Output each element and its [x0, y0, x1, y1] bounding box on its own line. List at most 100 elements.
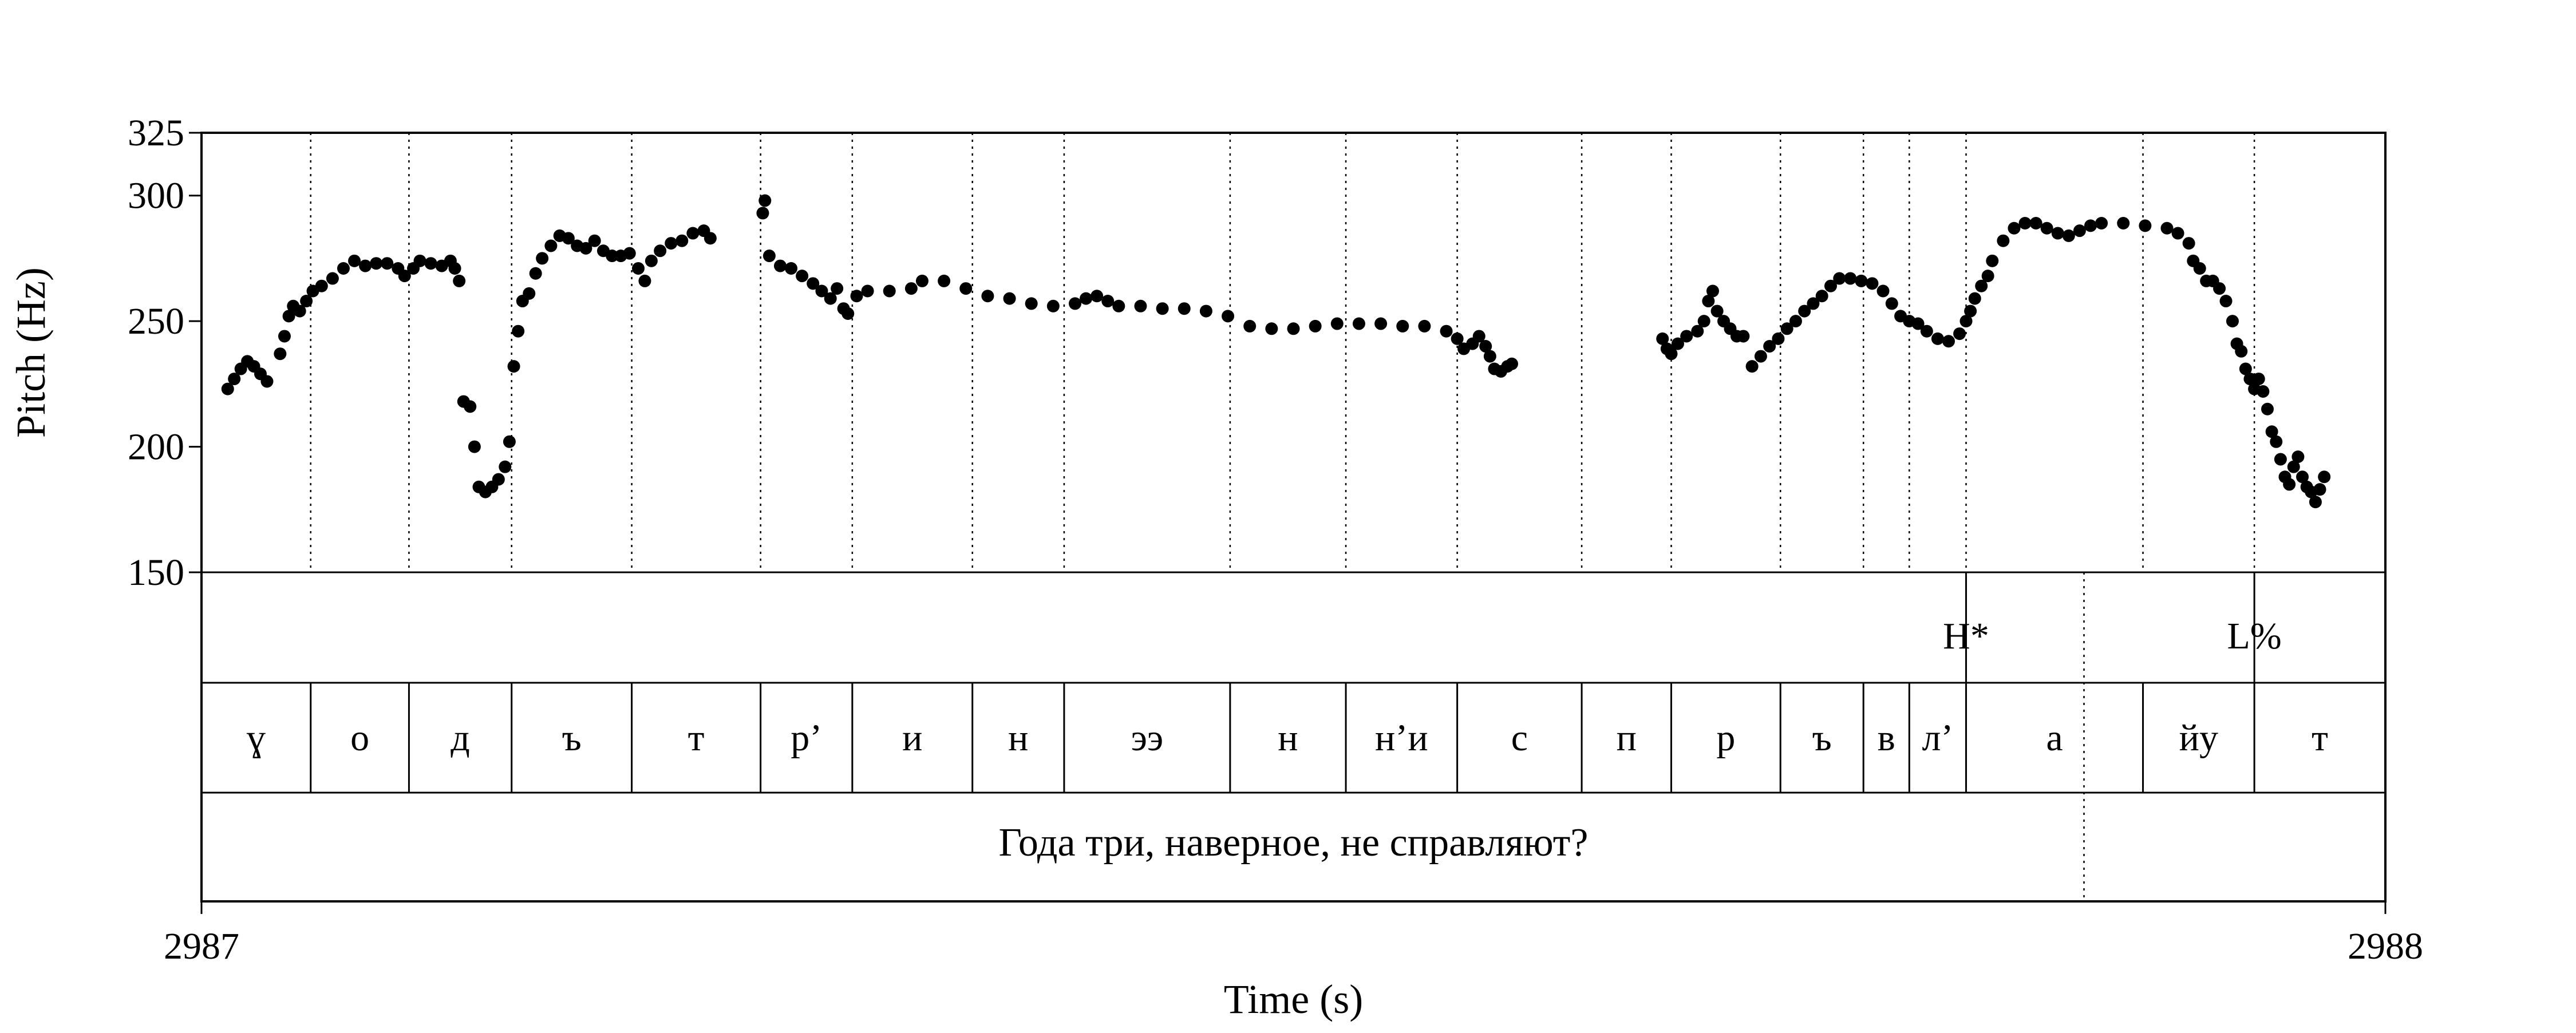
y-tick-label: 300: [128, 175, 184, 217]
pitch-point: [606, 250, 619, 263]
pitch-point: [1243, 319, 1257, 333]
pitch-point: [381, 257, 394, 270]
pitch-point: [2219, 295, 2233, 308]
pitch-point: [1025, 297, 1038, 310]
pitch-point: [2160, 221, 2174, 235]
pitch-point: [2265, 425, 2278, 438]
pitch-point: [1680, 330, 1693, 343]
pitch-point: [785, 262, 798, 275]
pitch-point: [278, 330, 291, 343]
pitch-point: [1997, 234, 2010, 247]
pitch-point: [1440, 324, 1453, 338]
pitch-point: [1737, 330, 1750, 343]
segment-label: п: [1617, 717, 1637, 759]
pitch-point: [1975, 279, 1988, 292]
pitch-point: [861, 284, 874, 298]
pitch-point: [1855, 274, 1868, 287]
pitch-point: [1911, 317, 1925, 330]
pitch-point: [1844, 272, 1857, 285]
pitch-point: [544, 239, 558, 252]
pitch-point: [1931, 332, 1944, 345]
pitch-point: [2287, 460, 2300, 473]
pitch-point: [2084, 219, 2097, 232]
pitch-point: [1656, 332, 1669, 345]
pitch-point: [638, 274, 651, 287]
pitch-point: [1763, 340, 1776, 353]
pitch-point: [293, 304, 306, 318]
pitch-point: [1702, 295, 1715, 308]
sentence-label: Года три, наверное, не справляют?: [999, 821, 1589, 865]
pitch-point: [1134, 299, 1147, 312]
pitch-point: [1352, 317, 1365, 330]
pitch-point: [981, 290, 994, 303]
pitch-point: [1046, 299, 1060, 312]
pitch-point: [1745, 360, 1759, 373]
pitch-point: [1691, 324, 1704, 338]
segment-label: ъ: [1812, 717, 1832, 759]
pitch-point: [1885, 297, 1898, 310]
pitch-point: [529, 267, 542, 280]
pitch-point: [756, 207, 769, 220]
pitch-point: [1706, 284, 1719, 298]
pitch-point: [1876, 284, 1890, 298]
pitch-point: [1920, 324, 1933, 338]
pitch-point: [2309, 496, 2322, 509]
pitch-point: [1091, 290, 1104, 303]
annotation-tiers: H* L% ɣ о д ъ т р’ и н ээ н н’и с п р ъ в л’ а йу т Года три, …: [247, 572, 2328, 901]
pitch-point: [1472, 330, 1485, 343]
pitch-point: [1069, 297, 1081, 310]
pitch-point: [413, 254, 426, 267]
pitch-point: [588, 234, 601, 247]
pitch-point: [2193, 262, 2206, 275]
pitch-point: [1309, 319, 1322, 333]
pitch-point: [2283, 478, 2296, 491]
pitch-point: [326, 272, 339, 285]
segment-label: л’: [1922, 717, 1953, 759]
segment-label: с: [1511, 717, 1528, 759]
pitch-point: [1959, 315, 1973, 328]
pitch-point: [704, 232, 717, 245]
pitch-point: [507, 360, 520, 373]
pitch-point: [1003, 292, 1016, 305]
pitch-point: [2313, 483, 2326, 496]
pitch-point: [337, 262, 350, 275]
pitch-point: [282, 310, 295, 323]
pitch-point: [2171, 227, 2184, 240]
pitch-point: [1665, 347, 1678, 361]
y-axis-title: Pitch (Hz): [8, 267, 54, 438]
pitch-point: [1080, 292, 1093, 305]
x-axis-title: Time (s): [1224, 976, 1363, 1022]
pitch-point: [2226, 315, 2239, 328]
pitch-point: [464, 400, 477, 413]
pitch-point: [915, 274, 929, 287]
pitch-point: [938, 274, 951, 287]
segment-label: и: [902, 717, 922, 759]
pitch-point: [675, 234, 689, 247]
y-tick-label: 200: [128, 426, 184, 468]
pitch-point: [228, 373, 241, 386]
pitch-point: [2062, 229, 2075, 242]
pitch-point: [370, 257, 383, 270]
pitch-point: [2235, 345, 2248, 358]
segment-label: н: [1008, 717, 1028, 759]
pitch-point: [959, 282, 973, 295]
pitch-point: [1824, 279, 1837, 292]
pitch-point: [2018, 216, 2032, 229]
y-tick-label: 250: [128, 300, 184, 342]
segment-label: т: [688, 717, 705, 759]
pitch-point: [1780, 322, 1793, 335]
pitch-point: [1330, 317, 1344, 330]
pitch-point: [2296, 470, 2309, 484]
y-tick-label: 325: [128, 112, 184, 154]
pitch-point: [536, 252, 549, 265]
segment-label: ээ: [1131, 717, 1164, 759]
pitch-point: [796, 270, 809, 283]
pitch-point: [221, 382, 234, 395]
pitch-point: [824, 292, 837, 305]
pitch-point: [831, 282, 844, 295]
pitch-point: [1101, 295, 1115, 308]
pitch-point: [448, 262, 461, 275]
segment-label: ɣ: [247, 717, 266, 759]
pitch-point: [1981, 270, 1994, 283]
